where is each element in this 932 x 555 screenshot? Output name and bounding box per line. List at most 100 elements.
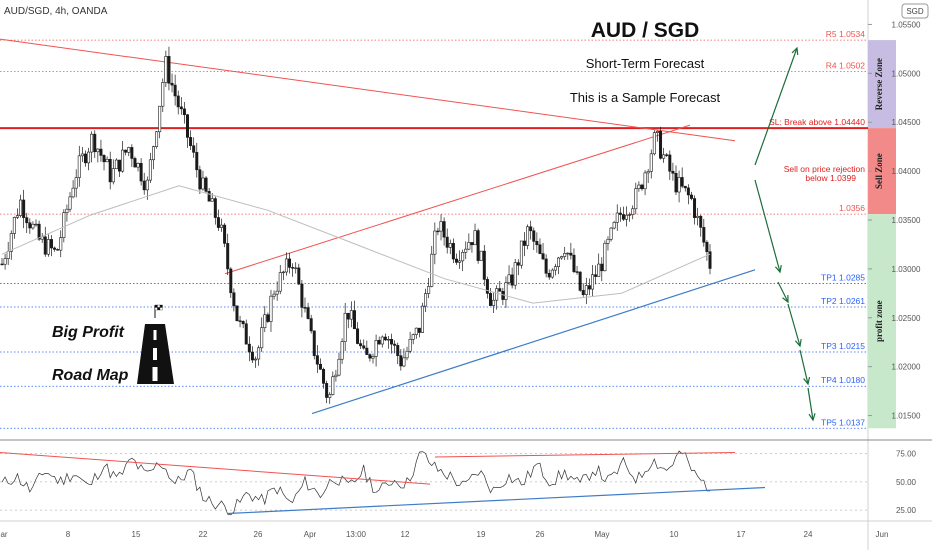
candle-body <box>343 312 347 342</box>
candle-body <box>668 154 672 172</box>
x-tick-label: 22 <box>199 530 208 539</box>
candle-body <box>519 240 523 266</box>
candle-body <box>606 238 610 244</box>
candle-body <box>470 242 474 246</box>
level-label: R5 1.0534 <box>826 29 865 39</box>
candle-body <box>386 338 390 341</box>
flag-square <box>159 307 163 311</box>
candle-body <box>170 82 174 86</box>
y-tick-label: 1.03500 <box>892 216 921 225</box>
y-tick-label: 1.05500 <box>892 20 921 29</box>
candle-body <box>612 222 616 229</box>
candle-body <box>340 341 344 360</box>
candle-body <box>195 152 199 171</box>
reverse-zone <box>868 40 896 129</box>
candle-body <box>609 227 613 240</box>
candle-body <box>371 356 375 359</box>
candle-body <box>649 153 653 172</box>
candle-body <box>148 159 152 181</box>
arrow-down-3 <box>787 303 801 347</box>
candle-body <box>130 147 134 159</box>
y-tick-label: 1.04000 <box>892 167 921 176</box>
y-tick-label: 1.01500 <box>892 412 921 421</box>
candle-body <box>220 224 224 228</box>
candle-body <box>448 243 452 248</box>
x-tick-label: ar <box>0 530 7 539</box>
candle-body <box>198 169 202 190</box>
candle-body <box>28 222 32 229</box>
candle-body <box>414 327 418 335</box>
candle-body <box>699 215 703 228</box>
candle-body <box>96 148 100 153</box>
candle-body <box>461 251 465 262</box>
level-label: TP3 1.0215 <box>821 341 865 351</box>
candle-body <box>136 162 140 168</box>
candle-body <box>318 363 322 370</box>
candle-body <box>90 133 94 153</box>
candle-body <box>127 147 131 153</box>
arrow-down-2-head <box>782 294 789 304</box>
candle-body <box>297 267 301 285</box>
chart-subtitle: Short-Term Forecast <box>586 56 705 71</box>
candle-body <box>229 268 233 294</box>
rsi-tick-label: 25.00 <box>896 506 917 515</box>
candle-body <box>473 230 477 246</box>
level-label: SL: Break above 1.04440 <box>769 117 865 127</box>
arrow-down-1 <box>754 179 781 273</box>
candle-body <box>356 328 360 344</box>
candle-body <box>628 214 632 216</box>
candle-body <box>621 214 625 220</box>
candle-body <box>121 149 125 172</box>
candle-body <box>705 241 709 253</box>
candle-body <box>56 249 60 251</box>
candle-body <box>433 230 437 255</box>
candle-body <box>566 252 570 255</box>
candle-body <box>544 258 548 274</box>
candle-body <box>254 358 258 361</box>
candle-body <box>380 336 384 345</box>
candle-body <box>405 350 409 359</box>
candle-body <box>173 84 177 97</box>
candle-body <box>19 199 23 216</box>
flag-square <box>159 304 163 308</box>
x-tick-label: 19 <box>477 530 486 539</box>
candle-body <box>652 132 656 155</box>
candle-body <box>300 283 304 308</box>
y-tick-label: 1.04500 <box>892 118 921 127</box>
candle-body <box>359 343 363 347</box>
candle-body <box>284 258 288 273</box>
candle-body <box>603 243 607 272</box>
rsi-support-trendline <box>227 486 766 515</box>
arrow-down-1-head <box>774 265 782 274</box>
candle-body <box>186 114 190 138</box>
x-tick-label: 17 <box>737 530 746 539</box>
candle-body <box>272 293 276 297</box>
arrow-down-4-head <box>803 377 811 386</box>
candle-body <box>309 318 313 332</box>
y-tick-label: 1.02500 <box>892 314 921 323</box>
candle-body <box>646 171 650 174</box>
candle-body <box>102 155 106 163</box>
candle-body <box>417 327 421 333</box>
candle-body <box>411 334 415 340</box>
candle-body <box>482 250 486 280</box>
x-tick-label: 12 <box>401 530 410 539</box>
arrow-down-5 <box>807 387 814 421</box>
candle-body <box>306 307 310 319</box>
candle-body <box>87 151 91 164</box>
arrow-down-2 <box>777 281 789 303</box>
candle-body <box>263 314 267 328</box>
candle-body <box>93 133 97 153</box>
candle-body <box>328 394 332 398</box>
candle-body <box>538 244 542 254</box>
candle-body <box>693 198 697 218</box>
candle-body <box>31 223 35 229</box>
arrow-reverse-up-head <box>791 46 799 56</box>
candle-body <box>167 56 171 84</box>
candle-body <box>504 282 508 300</box>
candle-body <box>288 258 292 268</box>
candle-body <box>390 338 394 345</box>
candle-body <box>3 258 7 265</box>
